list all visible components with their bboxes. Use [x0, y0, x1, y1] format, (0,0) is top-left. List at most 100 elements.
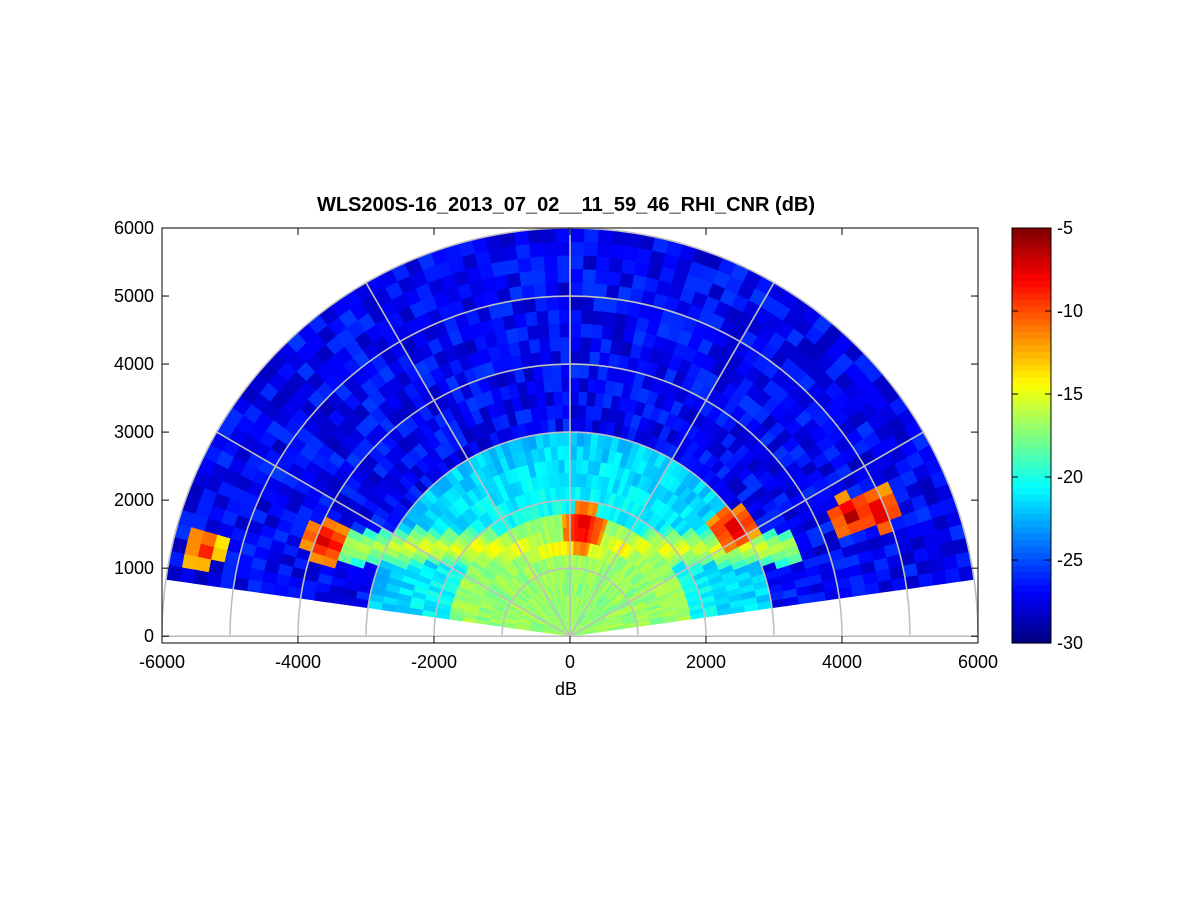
colorbar-step: [1012, 305, 1051, 313]
cnr-cell: [550, 363, 562, 379]
polar-grid-spoke: [569, 431, 924, 637]
cnr-cell: [584, 405, 595, 421]
cnr-cell: [582, 255, 597, 271]
cnr-cell: [569, 458, 577, 474]
cnr-cell: [192, 569, 209, 586]
cnr-cell: [583, 228, 599, 243]
cnr-cell: [246, 579, 263, 593]
colorbar-step: [1012, 338, 1051, 346]
colorbar-step: [1012, 441, 1051, 450]
chart-title: WLS200S-16_2013_07_02__11_59_46_RHI_CNR …: [317, 194, 815, 216]
y-tick-label: 3000: [114, 422, 154, 442]
colorbar-step: [1012, 396, 1051, 404]
cnr-cell: [576, 418, 586, 433]
cnr-cell: [596, 365, 609, 381]
cnr-cell: [598, 351, 611, 368]
colorbar-step: [1012, 370, 1051, 378]
cnr-cell: [593, 282, 608, 299]
x-axis: -6000 -4000 -2000 0 2000 4000 6000: [139, 228, 998, 672]
x-tick-label: 2000: [686, 652, 726, 672]
colorbar-step: [1012, 597, 1051, 605]
cnr-cell: [622, 245, 639, 262]
cnr-cell: [563, 458, 571, 474]
colorbar-step: [1012, 266, 1051, 274]
cnr-cell: [592, 296, 606, 312]
colorbar-step: [1012, 545, 1051, 553]
cnr-cell: [539, 350, 552, 366]
cnr-cell: [569, 472, 577, 487]
cnr-cell: [542, 241, 558, 257]
y-tick-label: 2000: [114, 490, 154, 510]
colorbar-tick-label: -25: [1057, 550, 1083, 570]
cnr-cell: [586, 377, 598, 393]
cnr-cell: [600, 324, 614, 341]
cnr-cell: [569, 418, 578, 433]
cnr-cell: [575, 459, 583, 474]
cnr-cell: [520, 284, 535, 300]
x-tick-label: -4000: [275, 652, 321, 672]
x-tick-label: -6000: [139, 652, 185, 672]
cnr-cell: [501, 245, 518, 262]
cnr-cell: [544, 282, 559, 298]
cnr-cell: [573, 499, 580, 515]
colorbar-step: [1012, 228, 1051, 236]
colorbar-step: [1012, 480, 1051, 488]
cnr-cell: [563, 445, 571, 460]
x-tick-label: -2000: [411, 652, 457, 672]
cnr-cell: [580, 323, 593, 338]
cnr-cell: [557, 295, 571, 311]
cnr-cell: [569, 322, 582, 338]
colorbar-tick-label: -5: [1057, 218, 1073, 238]
colorbar-step: [1012, 571, 1051, 579]
cnr-cell: [579, 350, 591, 366]
cnr-cell: [569, 241, 585, 256]
cnr-cell: [569, 336, 581, 351]
y-axis: 0 1000 2000 3000 4000 5000 6000: [114, 218, 978, 646]
colorbar-step: [1012, 409, 1051, 417]
cnr-cell: [569, 390, 579, 406]
colorbar-step: [1012, 344, 1051, 352]
cnr-cell: [583, 418, 594, 434]
cnr-cell: [232, 576, 249, 592]
colorbar-step: [1012, 279, 1051, 287]
cnr-cell: [556, 254, 571, 270]
cnr-cell: [575, 445, 584, 461]
cnr-cell: [569, 377, 580, 392]
cnr-cell: [577, 391, 588, 406]
cnr-cell: [569, 363, 580, 379]
polar-grid-spoke: [216, 431, 571, 637]
cnr-cell: [574, 472, 582, 488]
colorbar-step: [1012, 474, 1051, 482]
cnr-cell: [569, 445, 577, 460]
cnr-cell: [618, 272, 635, 289]
colorbar-step: [1012, 467, 1051, 476]
colorbar-step: [1012, 247, 1051, 255]
colorbar-step: [1012, 591, 1051, 599]
colorbar-step: [1012, 519, 1051, 527]
cnr-cell: [633, 260, 650, 278]
cnr-cell: [551, 377, 562, 393]
cnr-cell: [535, 310, 549, 326]
colorbar-step: [1012, 357, 1051, 365]
cnr-cell: [524, 311, 538, 327]
cnr-cell: [544, 268, 559, 284]
cnr-cell: [620, 258, 637, 275]
cnr-cell: [577, 404, 587, 420]
cnr-cell: [553, 404, 563, 420]
colorbar-step: [1012, 526, 1051, 534]
cnr-cell: [560, 363, 571, 379]
cnr-cell: [585, 391, 596, 407]
cnr-cell: [599, 338, 612, 354]
colorbar-tick-label: -30: [1057, 633, 1083, 653]
cnr-cell: [527, 228, 543, 245]
cnr-cell: [514, 243, 531, 260]
cnr-cell: [581, 268, 596, 284]
cnr-heatmap: [165, 228, 975, 637]
colorbar-step: [1012, 403, 1051, 411]
cnr-cell: [562, 431, 571, 447]
cnr-cell: [536, 323, 550, 339]
cnr-cell: [588, 350, 601, 366]
colorbar-step: [1012, 383, 1051, 391]
cnr-cell: [610, 229, 628, 246]
